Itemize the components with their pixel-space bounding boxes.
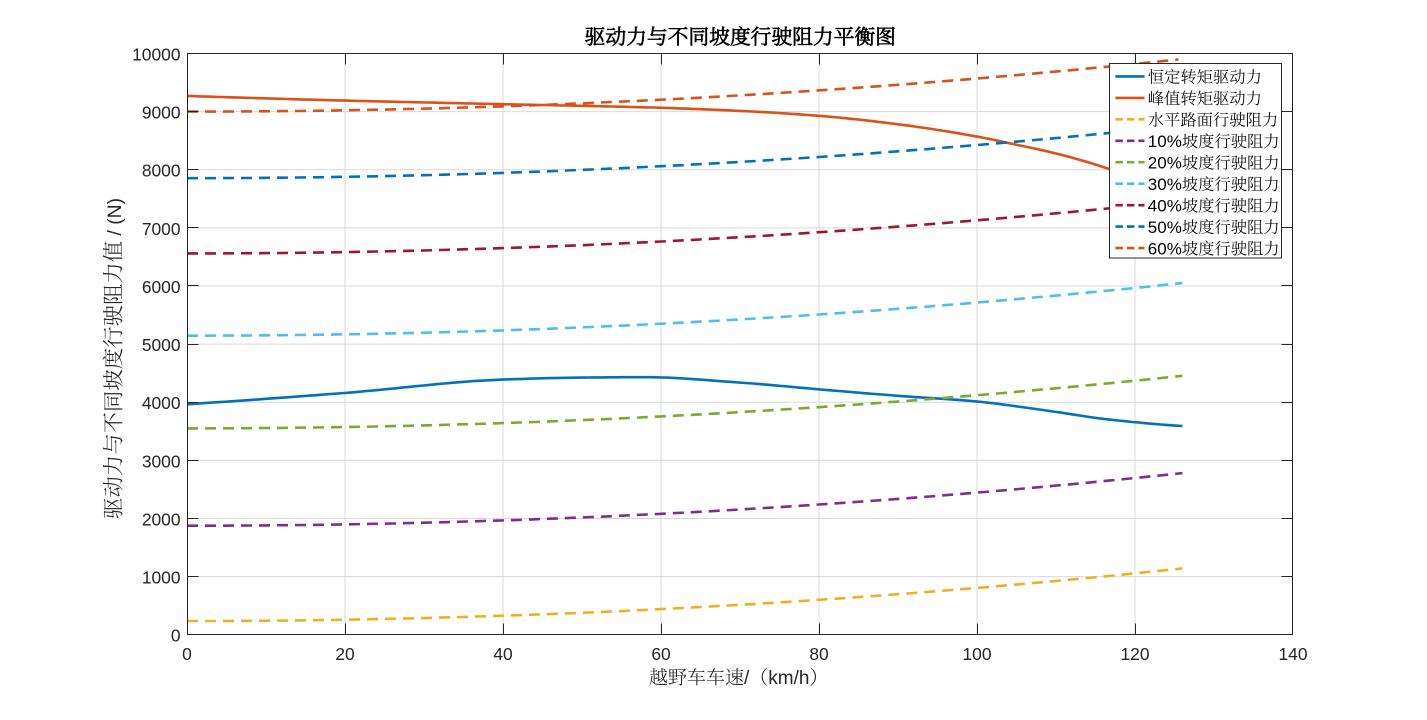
svg-text:50%: 50% (1148, 218, 1182, 237)
svg-text:0: 0 (182, 644, 192, 664)
svg-text:40%: 40% (1148, 196, 1182, 215)
svg-text:140: 140 (1278, 644, 1307, 664)
svg-text:5000: 5000 (142, 335, 181, 355)
svg-text:100: 100 (962, 644, 991, 664)
svg-text:120: 120 (1120, 644, 1149, 664)
svg-text:9000: 9000 (142, 103, 181, 123)
svg-text:20%: 20% (1148, 154, 1182, 173)
svg-text:60: 60 (651, 644, 670, 664)
svg-text:4000: 4000 (142, 393, 181, 413)
svg-text:7000: 7000 (142, 219, 181, 239)
svg-text:10000: 10000 (132, 45, 180, 65)
svg-text:0: 0 (171, 626, 181, 646)
svg-text:20: 20 (335, 644, 354, 664)
svg-text:6000: 6000 (142, 277, 181, 297)
svg-text:2000: 2000 (142, 509, 181, 529)
svg-text:/: / (744, 668, 750, 689)
svg-text:40: 40 (493, 644, 512, 664)
svg-text:8000: 8000 (142, 161, 181, 181)
svg-text:km/h: km/h (768, 668, 809, 689)
svg-text:30%: 30% (1148, 175, 1182, 194)
svg-text:10%: 10% (1148, 132, 1182, 151)
svg-text:80: 80 (809, 644, 828, 664)
svg-text:/ (N): / (N) (105, 198, 126, 241)
svg-text:1000: 1000 (142, 568, 181, 588)
svg-text:3000: 3000 (142, 451, 181, 471)
svg-text:60%: 60% (1148, 239, 1182, 258)
